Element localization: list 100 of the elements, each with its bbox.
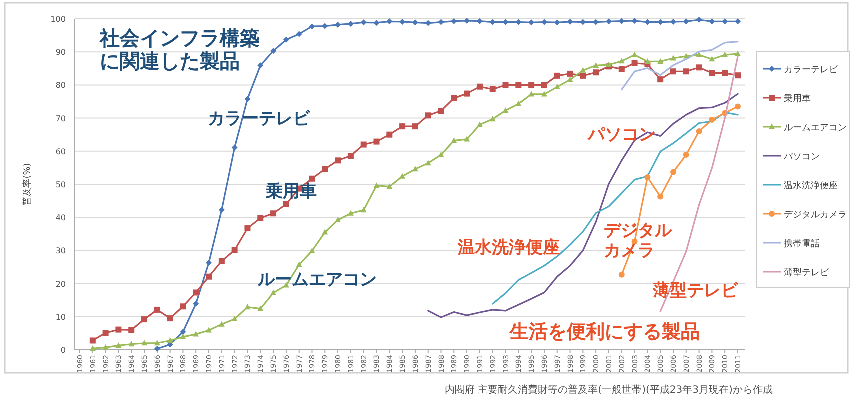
point (309, 176, 316, 182)
point (683, 68, 690, 75)
annotation: 社会インフラ構築に関連した製品 (100, 27, 261, 73)
legend-label: デジタルカメラ (784, 210, 847, 220)
point (180, 329, 186, 336)
annotation: 薄型テレビ (653, 282, 738, 302)
point (142, 340, 148, 346)
point (516, 82, 522, 88)
annotation: 内閣府 主要耐久消費財等の普及率(一般世帯)(平成23年3月現在)から作成 (445, 385, 773, 396)
point (360, 142, 367, 148)
point (632, 18, 638, 24)
point (142, 316, 148, 323)
point (451, 138, 458, 144)
point (335, 158, 342, 164)
point (464, 136, 470, 142)
point (167, 316, 174, 322)
point (180, 334, 186, 340)
point (218, 206, 225, 213)
point (335, 217, 342, 223)
point (528, 91, 535, 97)
point (258, 62, 264, 69)
point (658, 76, 664, 83)
point (618, 272, 625, 278)
point (322, 23, 328, 30)
y-tick-label: 70 (56, 114, 66, 124)
point (270, 290, 277, 296)
y-tick-label: 10 (56, 312, 66, 322)
point (206, 274, 212, 280)
point (412, 166, 418, 172)
point (567, 76, 574, 82)
point (360, 20, 367, 26)
point (283, 201, 290, 208)
point (412, 124, 418, 130)
point (516, 100, 522, 106)
point (425, 160, 432, 166)
point (206, 260, 212, 266)
point (218, 258, 225, 264)
point (218, 321, 225, 327)
point (735, 72, 741, 79)
point (658, 194, 664, 200)
point (580, 72, 586, 79)
y-axis-title: 普及率(%) (22, 163, 33, 206)
point (167, 338, 174, 344)
point (490, 116, 496, 122)
point (464, 90, 470, 97)
point (90, 345, 96, 351)
point (193, 300, 200, 307)
point (541, 82, 548, 88)
point (206, 327, 212, 333)
point (593, 70, 600, 76)
legend-label: 乗用車 (784, 94, 811, 104)
point (128, 327, 135, 334)
point (696, 128, 702, 135)
point (102, 344, 109, 350)
legend-label: パソコン (783, 152, 820, 162)
point (554, 72, 560, 79)
point (490, 86, 496, 93)
point (258, 306, 264, 312)
legend-label: ルームエアコン (784, 124, 847, 134)
point (322, 229, 328, 235)
y-tick-label: 40 (56, 214, 66, 223)
legend-label: 温水洗浄便座 (784, 180, 838, 192)
annotation: カラーテレビ (208, 110, 310, 130)
point (102, 330, 109, 336)
point (567, 18, 574, 25)
point (244, 304, 251, 310)
point (618, 66, 625, 72)
point (154, 340, 160, 346)
point (670, 68, 676, 75)
y-tick-label: 20 (56, 280, 66, 289)
point (735, 50, 741, 56)
point (722, 70, 728, 76)
y-tick-label: 0 (60, 346, 66, 355)
point (670, 169, 676, 176)
point (593, 62, 600, 68)
point (348, 153, 354, 160)
point (476, 84, 483, 90)
point (735, 104, 741, 110)
point (632, 60, 638, 66)
legend-label: 薄型テレビ (784, 268, 830, 278)
point (116, 326, 122, 333)
point (322, 166, 328, 172)
point (232, 144, 238, 151)
point (270, 210, 277, 217)
point (374, 20, 380, 26)
point (193, 331, 200, 337)
point (244, 96, 251, 102)
point (722, 52, 728, 58)
point (128, 341, 135, 347)
y-tick-label: 100 (50, 15, 66, 24)
point (283, 36, 290, 43)
point (632, 52, 638, 58)
point (296, 262, 302, 268)
point (244, 226, 251, 232)
annotation: 生活を便利にする製品 (510, 322, 700, 344)
y-tick-label: 80 (56, 81, 66, 90)
point (348, 210, 354, 216)
point (683, 152, 690, 158)
point (400, 124, 406, 130)
point (374, 138, 380, 145)
